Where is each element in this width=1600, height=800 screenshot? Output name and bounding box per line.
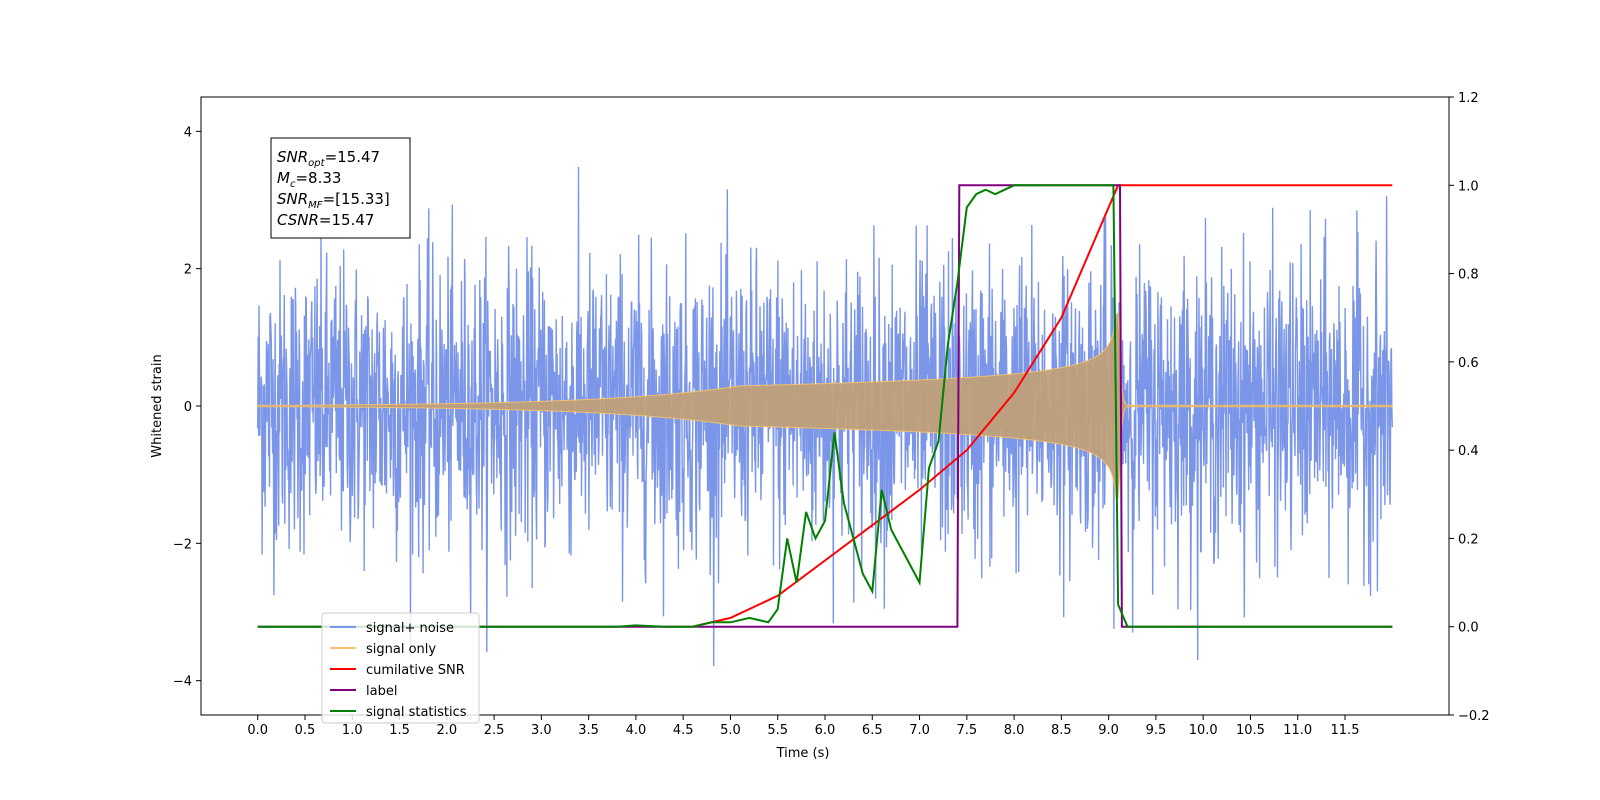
x-tick-label: 5.5 xyxy=(767,723,788,738)
stats-line: SNRopt=15.47 xyxy=(277,148,380,169)
legend-label: signal statistics xyxy=(366,705,467,720)
stats-annotation: SNRopt=15.47Mc=8.33SNRMF=[15.33]CSNR=15.… xyxy=(270,137,411,239)
x-tick-label: 11.5 xyxy=(1331,723,1360,738)
x-axis-label: Time (s) xyxy=(776,746,830,761)
x-tick-label: 8.0 xyxy=(1004,723,1025,738)
y-tick-label: −2 xyxy=(173,537,192,552)
x-tick-label: 6.5 xyxy=(862,723,883,738)
x-tick-label: 4.5 xyxy=(673,723,694,738)
series-signal-statistics-line xyxy=(257,184,1393,628)
x-tick-label: 7.5 xyxy=(956,723,977,738)
y2-tick-label: 0.0 xyxy=(1458,621,1479,636)
y2-tick-label: 0.6 xyxy=(1458,356,1479,371)
axes: 0.0 0.5 1.0 1.5 2.0 2.5 3.0 3.5 4.0 4.5 5.0 5.5 6.0 6… xyxy=(173,91,1490,738)
legend-box xyxy=(321,612,480,724)
x-tick-label: 6.0 xyxy=(815,723,836,738)
legend: signal+ noise signal only cumilative SNR la… xyxy=(321,612,480,724)
x-tick-label: 3.5 xyxy=(578,723,599,738)
x-tick-label: 2.0 xyxy=(436,723,457,738)
x-tick-label: 7.0 xyxy=(909,723,930,738)
x-tick-label: 9.5 xyxy=(1146,723,1167,738)
legend-label: signal only xyxy=(366,642,436,657)
y-axis-label: Whitened strain xyxy=(150,354,165,457)
x-tick-label: 4.0 xyxy=(626,723,647,738)
y2-tick-label: 1.2 xyxy=(1458,91,1479,106)
stats-line: SNRMF=[15.33] xyxy=(277,190,390,211)
x-tick-label: 3.0 xyxy=(531,723,552,738)
x-tick-label: 2.5 xyxy=(484,723,505,738)
x-tick-label: 11.0 xyxy=(1283,723,1312,738)
series-signal-only-band xyxy=(257,313,1393,499)
y2-tick-label: 0.4 xyxy=(1458,444,1479,459)
y2-tick-label: 1.0 xyxy=(1458,179,1479,194)
x-tick-label: 0.0 xyxy=(247,723,268,738)
x-tick-label: 5.0 xyxy=(720,723,741,738)
y-tick-label: −4 xyxy=(173,675,192,690)
x-tick-label: 8.5 xyxy=(1051,723,1072,738)
x-tick-label: 1.5 xyxy=(389,723,410,738)
stats-line: Mc=8.33 xyxy=(277,169,341,190)
y2-tick-label: 0.8 xyxy=(1458,268,1479,283)
legend-label: cumilative SNR xyxy=(366,663,465,678)
y2-tick-label: 0.2 xyxy=(1458,532,1479,547)
y-tick-label: 2 xyxy=(184,263,192,278)
stats-line: CSNR=15.47 xyxy=(277,211,374,229)
series-cumulative-snr-line xyxy=(692,184,1393,628)
stats-box xyxy=(270,137,411,239)
y-tick-label: 0 xyxy=(184,400,192,415)
x-tick-label: 1.0 xyxy=(342,723,363,738)
y-tick-label: 4 xyxy=(184,125,192,140)
legend-label: label xyxy=(366,684,397,699)
legend-label: signal+ noise xyxy=(366,621,454,636)
plot-area xyxy=(257,166,1393,667)
y2-tick-label: −0.2 xyxy=(1458,709,1490,724)
x-tick-label: 0.5 xyxy=(295,723,316,738)
x-tick-label: 9.0 xyxy=(1098,723,1119,738)
x-tick-label: 10.0 xyxy=(1189,723,1218,738)
x-tick-label: 10.5 xyxy=(1236,723,1265,738)
